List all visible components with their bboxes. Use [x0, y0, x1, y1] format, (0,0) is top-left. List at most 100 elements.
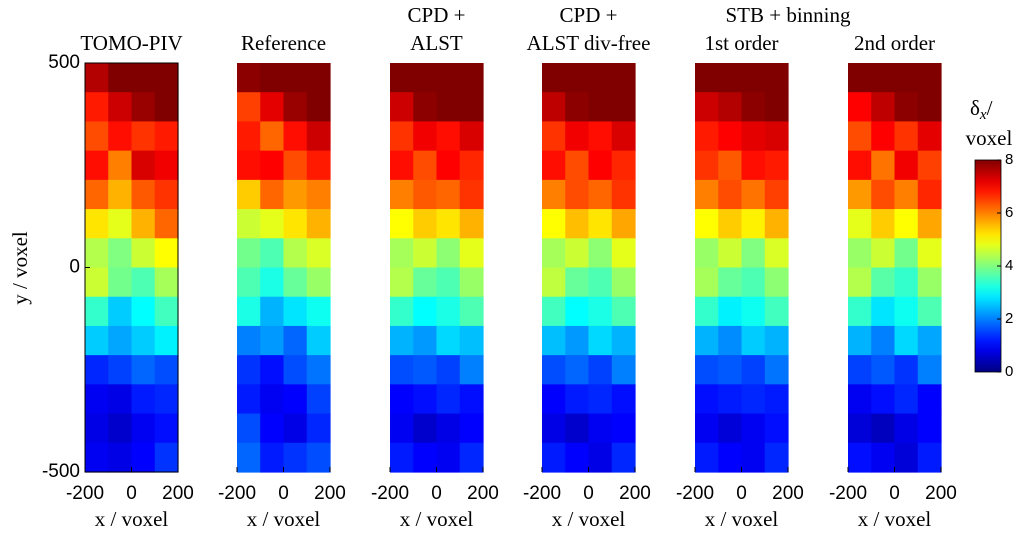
heatmap-cell	[260, 238, 285, 269]
heatmap-cell	[848, 150, 872, 181]
heatmap-cell	[565, 355, 590, 385]
x-tick-label: -200	[66, 483, 104, 504]
heatmap-cell	[283, 238, 308, 269]
heatmap-cell	[695, 384, 719, 415]
heatmap-cell	[459, 238, 484, 269]
heatmap-cell	[413, 92, 438, 123]
colorbar-tick-label: 0	[1005, 363, 1013, 380]
heatmap-cell	[306, 325, 331, 356]
heatmap-cell	[413, 325, 438, 356]
heatmap-cell	[542, 150, 566, 181]
heatmap-cell	[894, 267, 919, 298]
heatmap-cell	[695, 325, 719, 356]
heatmap-cell	[85, 355, 109, 385]
heatmap-cell	[436, 296, 461, 327]
heatmap-cell	[565, 179, 590, 210]
heatmap-cell	[588, 355, 613, 385]
heatmap-cell	[154, 92, 179, 123]
heatmap-cell	[542, 325, 566, 356]
heatmap-cell	[588, 179, 613, 210]
heatmap-cell	[741, 92, 766, 123]
heatmap-cell	[85, 267, 109, 298]
heatmap-cell	[283, 92, 308, 123]
colorbar	[974, 159, 1002, 373]
heatmap-cell	[718, 267, 743, 298]
heatmap-cell	[306, 179, 331, 210]
heatmap-cell	[871, 296, 896, 327]
heatmap-cell	[741, 150, 766, 181]
heatmap-cell	[565, 296, 590, 327]
x-tick-label: 200	[314, 483, 346, 504]
heatmap-cell	[436, 325, 461, 356]
heatmap-cell	[542, 384, 566, 415]
heatmap-cell	[306, 121, 331, 152]
heatmap-cell	[436, 63, 461, 93]
heatmap-cell	[306, 209, 331, 239]
heatmap-cell	[436, 121, 461, 152]
heatmap-cell	[695, 121, 719, 152]
heatmap-cell	[390, 384, 414, 415]
heatmap-cell	[542, 238, 566, 269]
heatmap-cell	[283, 63, 308, 93]
heatmap-cell	[306, 92, 331, 123]
heatmap-cell	[436, 442, 461, 473]
heatmap-cell	[741, 296, 766, 327]
colorbar-tick-label: 2	[1005, 310, 1013, 327]
heatmap-cell	[848, 384, 872, 415]
heatmap-cell	[917, 325, 942, 356]
x-tick-label: -200	[218, 483, 256, 504]
heatmap-cell	[237, 63, 261, 93]
heatmap-cell	[718, 63, 743, 93]
heatmap-cell	[260, 209, 285, 239]
heatmap-cell	[588, 325, 613, 356]
heatmap-cell	[413, 238, 438, 269]
colorbar-tick-label: 8	[1005, 151, 1013, 168]
x-tick-label: -200	[829, 483, 867, 504]
heatmap-cell	[917, 92, 942, 123]
heatmap-cell	[611, 209, 636, 239]
heatmap-cell	[283, 121, 308, 152]
heatmap-cell	[154, 296, 179, 327]
heatmap-cell	[459, 325, 484, 356]
heatmap-cell	[588, 384, 613, 415]
x-tick-label: 200	[162, 483, 194, 504]
heatmap-cell	[390, 150, 414, 181]
heatmap-cell	[741, 238, 766, 269]
heatmap-cell	[611, 296, 636, 327]
heatmap-cell	[848, 63, 872, 93]
heatmap-cell	[894, 209, 919, 239]
heatmap-cell	[390, 238, 414, 269]
heatmap-cell	[390, 442, 414, 473]
heatmap-cell	[306, 413, 331, 444]
heatmap-cell	[283, 325, 308, 356]
colorbar-slash: /	[987, 96, 993, 120]
heatmap-cell	[131, 384, 156, 415]
x-axis-label: x / voxel	[247, 507, 321, 531]
heatmap-cell	[154, 267, 179, 298]
heatmap-cell	[718, 384, 743, 415]
heatmap-cell	[390, 413, 414, 444]
heatmap-cell	[131, 238, 156, 269]
heatmap-cell	[413, 63, 438, 93]
x-tick-label: -200	[523, 483, 561, 504]
heatmap-cell	[695, 92, 719, 123]
heatmap-cell	[565, 209, 590, 239]
heatmap-cell	[459, 384, 484, 415]
heatmap-cell	[565, 150, 590, 181]
heatmap-cell	[848, 121, 872, 152]
heatmap-cell	[154, 384, 179, 415]
heatmap-cell	[917, 150, 942, 181]
heatmap-cell	[764, 150, 789, 181]
heatmap-cell	[741, 442, 766, 473]
heatmap-cell	[237, 150, 261, 181]
heatmap-cell	[611, 384, 636, 415]
heatmap-cell	[154, 63, 179, 93]
heatmap-cell	[695, 413, 719, 444]
heatmap-cell	[565, 442, 590, 473]
heatmap-cell	[718, 325, 743, 356]
heatmap-cell	[894, 325, 919, 356]
heatmap-cell	[154, 209, 179, 239]
heatmap-cell	[741, 325, 766, 356]
heatmap-cell	[459, 442, 484, 473]
heatmap-cell	[741, 179, 766, 210]
